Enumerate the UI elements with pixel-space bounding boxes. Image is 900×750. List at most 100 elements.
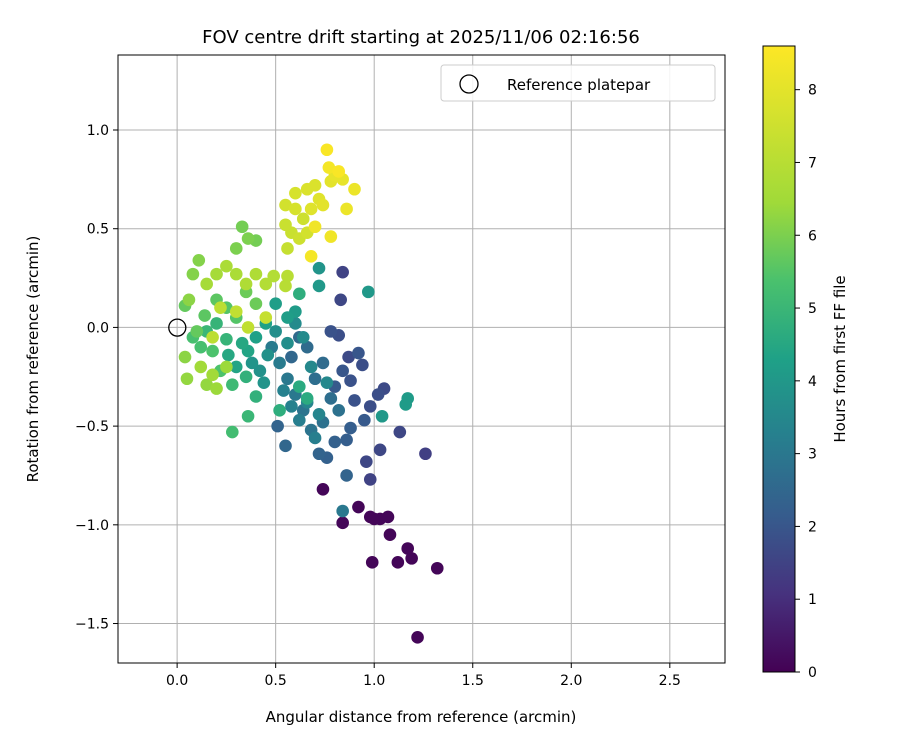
scatter-point — [320, 143, 334, 157]
scatter-point — [320, 376, 334, 389]
colorbar: 0 1 2 3 4 5 6 7 8 Hours from first FF file — [762, 45, 849, 681]
scatter-point — [344, 374, 357, 388]
colorbar-tick-label: 2 — [808, 519, 817, 535]
scatter-point — [271, 419, 284, 433]
scatter-point — [239, 277, 253, 291]
scatter-point — [229, 360, 243, 374]
scatter-point — [194, 340, 208, 354]
scatter-point — [220, 259, 233, 273]
scatter-point — [363, 473, 377, 486]
y-axis-label: Rotation from reference (arcmin) — [24, 236, 42, 483]
scatter-point — [361, 285, 375, 299]
scatter-point — [296, 212, 310, 226]
scatter-point — [281, 242, 294, 255]
x-tick-label: 2.5 — [659, 673, 681, 689]
reference-platepar-marker — [168, 318, 187, 337]
scatter-point — [375, 409, 389, 423]
scatter-point — [312, 447, 326, 461]
grid — [118, 55, 725, 663]
x-tick-label: 1.5 — [462, 673, 484, 689]
scatter-point — [281, 269, 294, 283]
plot-frame — [117, 54, 726, 664]
scatter-point — [308, 220, 322, 234]
scatter-point — [308, 431, 322, 445]
scatter-point — [360, 455, 373, 468]
colorbar-tick-label: 1 — [808, 592, 817, 608]
y-tick-label: −0.5 — [75, 419, 109, 435]
scatter-point — [239, 370, 253, 384]
scatter-point — [269, 297, 282, 311]
scatter-point — [257, 376, 271, 389]
scatter-point — [226, 378, 239, 391]
colorbar-tick-label: 6 — [808, 228, 817, 244]
scatter-point — [312, 261, 326, 275]
scatter-point — [367, 512, 381, 526]
scatter-point — [190, 325, 204, 338]
scatter-point — [235, 336, 249, 350]
scatter-point — [269, 325, 282, 338]
chart-title: FOV centre drift starting at 2025/11/06 … — [202, 27, 640, 48]
colorbar-tick-label: 7 — [808, 155, 817, 171]
scatter-point — [249, 330, 263, 344]
scatter-point — [249, 297, 263, 311]
scatter-point — [293, 413, 306, 427]
scatter-point — [324, 230, 338, 243]
scatter-point — [430, 561, 444, 575]
scatter-point — [342, 350, 355, 364]
scatter-point — [200, 378, 213, 391]
colorbar-ticks: 0 1 2 3 4 5 6 7 8 — [795, 83, 817, 681]
scatter-point — [289, 202, 302, 216]
scatter-point — [277, 384, 290, 397]
scatter-point — [220, 360, 233, 374]
scatter-point — [229, 305, 243, 318]
scatter-point — [281, 311, 294, 324]
scatter-point — [249, 267, 263, 281]
scatter-point — [222, 348, 235, 362]
x-tick-label: 2.0 — [560, 673, 582, 689]
scatter-point — [411, 631, 424, 644]
scatter-point — [296, 330, 310, 344]
scatter-point — [363, 400, 377, 413]
scatter-point — [279, 218, 292, 232]
scatter-point — [229, 242, 243, 255]
scatter-point — [210, 317, 223, 330]
scatter-point — [206, 344, 219, 358]
scatter-point — [206, 330, 219, 344]
scatter-point — [348, 394, 361, 407]
colorbar-tick-label: 8 — [808, 83, 817, 99]
scatter-point — [289, 186, 302, 200]
scatter-point — [178, 350, 192, 364]
legend-marker-icon — [459, 74, 479, 94]
scatter-point — [249, 390, 263, 403]
scatter-point — [316, 482, 330, 496]
x-axis-ticks: 0.0 0.5 1.0 1.5 2.0 2.5 — [166, 663, 681, 689]
scatter-point — [261, 348, 275, 362]
scatter-point — [200, 277, 213, 291]
x-tick-label: 0.5 — [265, 673, 287, 689]
colorbar-gradient — [762, 45, 796, 673]
scatter-point — [332, 404, 346, 417]
scatter-point — [279, 198, 292, 212]
legend: Reference platepar — [440, 64, 716, 102]
scatter-point — [405, 552, 418, 565]
scatter-point — [336, 504, 349, 518]
scatter-point — [352, 500, 365, 514]
scatter-point — [348, 182, 361, 196]
scatter-point — [259, 311, 273, 324]
scatter-point — [383, 528, 397, 541]
y-tick-label: 0.5 — [87, 222, 109, 238]
scatter-point — [401, 392, 415, 405]
scatter-point — [226, 425, 239, 439]
scatter-point — [281, 372, 294, 386]
scatter-point — [273, 404, 286, 417]
scatter-point — [419, 447, 432, 461]
legend-box — [440, 64, 716, 102]
scatter-point — [186, 267, 200, 281]
scatter-point — [245, 356, 259, 370]
scatter-point — [336, 265, 349, 279]
scatter-point — [312, 279, 326, 293]
scatter-point — [214, 301, 227, 314]
scatter-point — [336, 516, 349, 530]
scatter-point — [210, 382, 223, 395]
